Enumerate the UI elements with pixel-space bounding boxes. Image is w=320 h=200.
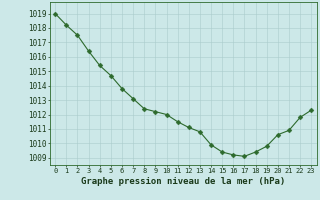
X-axis label: Graphe pression niveau de la mer (hPa): Graphe pression niveau de la mer (hPa) [81, 177, 285, 186]
